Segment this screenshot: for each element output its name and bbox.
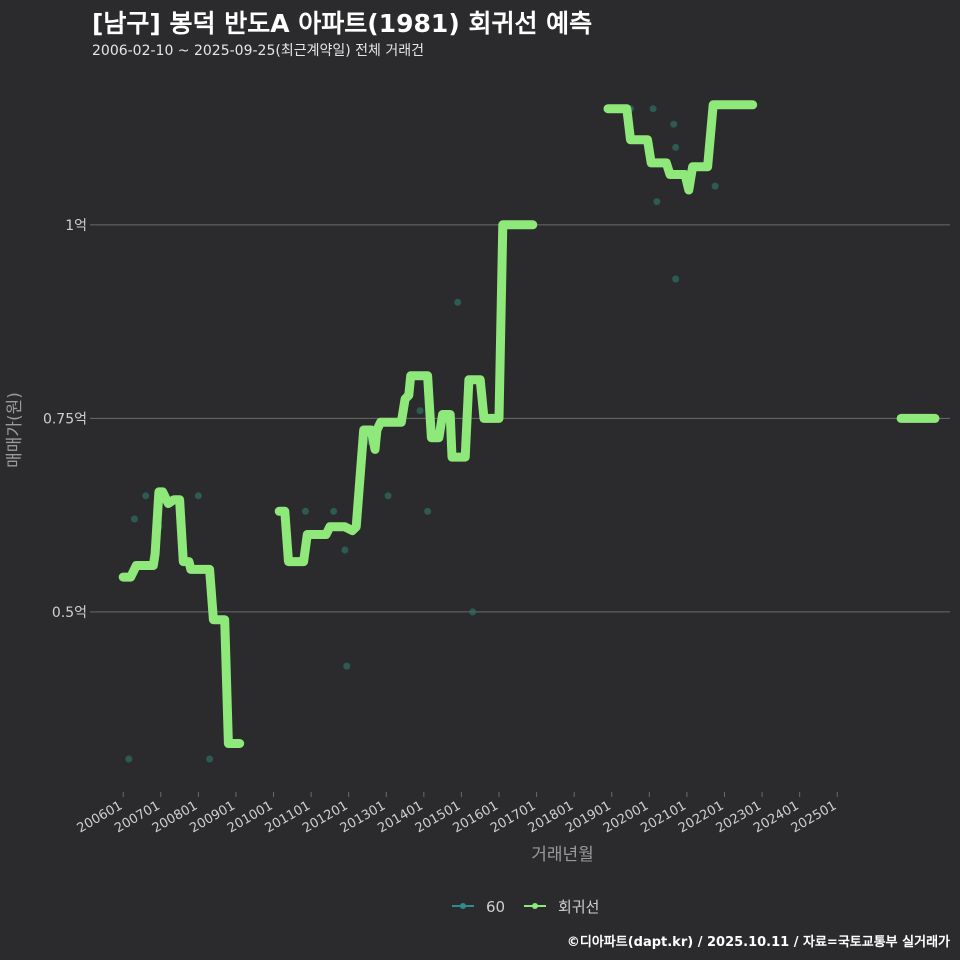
transaction-point <box>670 120 678 128</box>
transaction-point <box>341 546 349 554</box>
transaction-point <box>672 275 680 283</box>
transaction-point <box>142 492 150 500</box>
transaction-point <box>653 198 661 206</box>
regression-line-segment <box>603 100 758 195</box>
transaction-point <box>125 755 133 763</box>
transaction-point <box>672 143 680 151</box>
transaction-point <box>194 492 202 500</box>
transaction-point <box>649 105 657 113</box>
transaction-point <box>301 507 309 515</box>
legend-label: 회귀선 <box>558 898 599 916</box>
transaction-point <box>469 608 477 616</box>
chart-title: [남구] 봉덕 반도A 아파트(1981) 회귀선 예측 <box>92 9 593 38</box>
source-caption: ©디아파트(dapt.kr) / 2025.10.11 / 자료=국토교통부 실… <box>566 935 950 950</box>
chart-subtitle: 2006-02-10 ~ 2025-09-25(최근계약일) 전체 거래건 <box>92 43 424 59</box>
legend-label: 60 <box>486 898 505 916</box>
y-tick-label: 0.75억 <box>43 411 87 427</box>
transaction-point <box>330 507 338 515</box>
transaction-point <box>130 515 138 523</box>
transaction-point <box>384 492 392 500</box>
x-axis-title: 거래년월 <box>531 845 594 865</box>
regression-line-segment <box>274 220 538 567</box>
y-axis-title: 매매가(원) <box>5 392 25 468</box>
transaction-point <box>424 507 432 515</box>
transaction-point <box>206 755 214 763</box>
transaction-point <box>711 182 719 190</box>
legend-swatch-dot <box>532 903 538 909</box>
legend-swatch-dot <box>460 903 466 909</box>
y-tick-label: 1억 <box>65 218 87 234</box>
transaction-point <box>454 298 462 306</box>
transaction-point <box>416 407 424 415</box>
regression-line-segment <box>118 487 245 748</box>
transaction-point <box>343 662 351 670</box>
y-tick-label: 0.5억 <box>52 605 87 621</box>
